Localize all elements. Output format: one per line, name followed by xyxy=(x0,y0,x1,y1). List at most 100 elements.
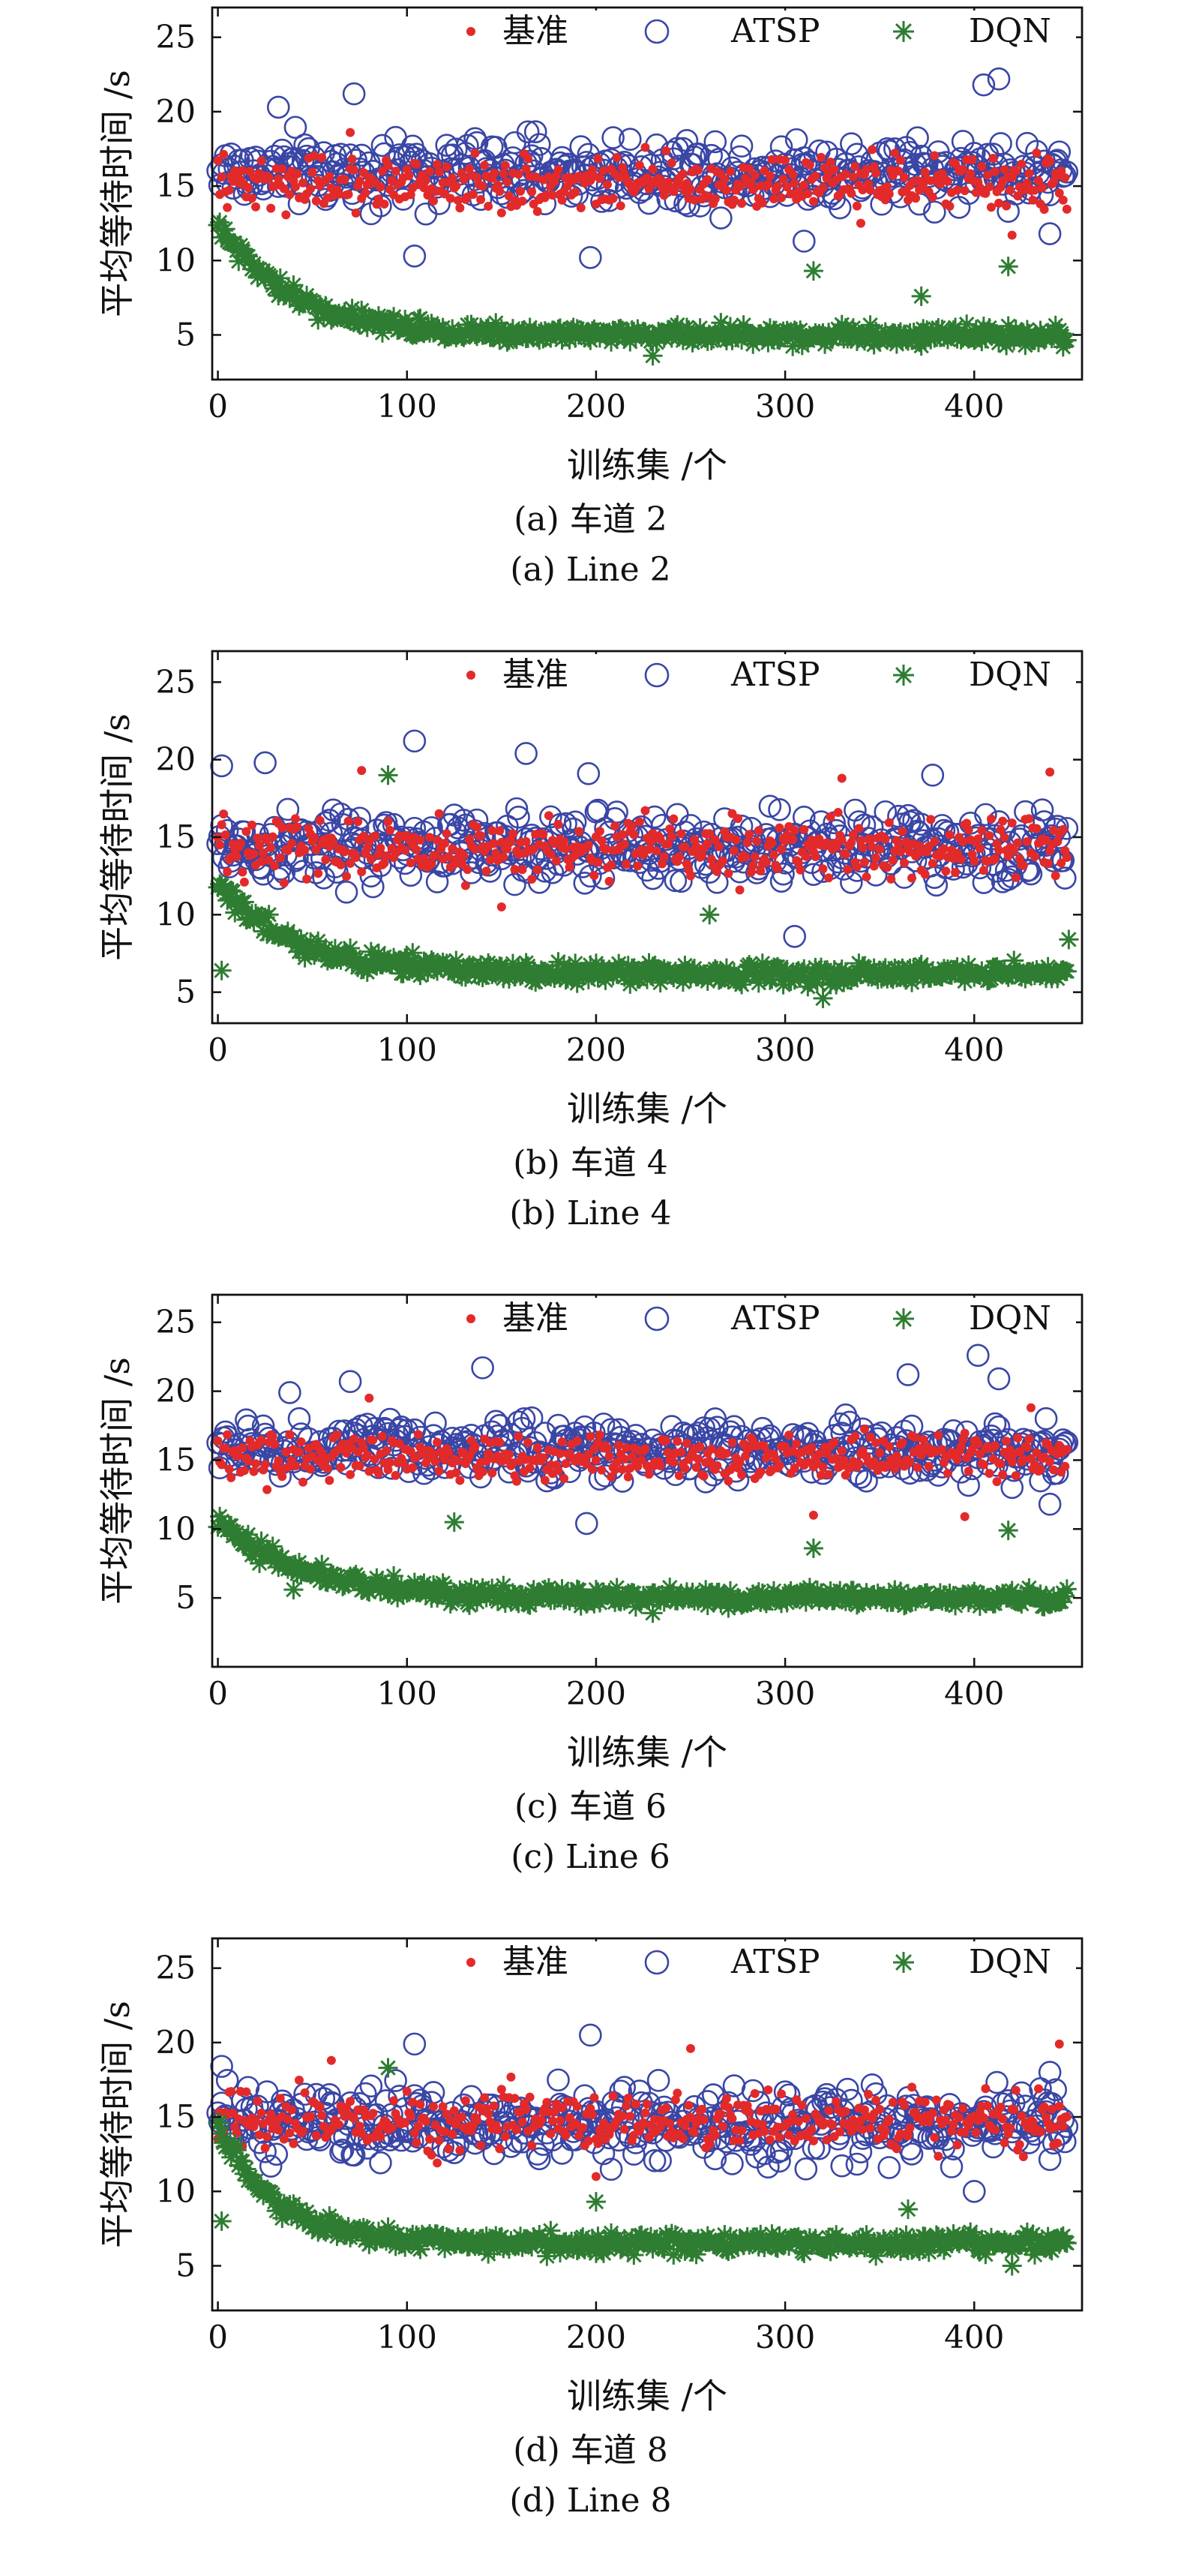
dqn-point xyxy=(1059,929,1078,949)
x-tick-label: 200 xyxy=(566,388,626,425)
baseline-point xyxy=(613,153,622,162)
y-axis-label: 平均等待时间 /s xyxy=(97,70,137,317)
baseline-point xyxy=(266,204,275,213)
baseline-point xyxy=(838,773,847,782)
baseline-point xyxy=(718,857,727,866)
baseline-point xyxy=(625,2112,634,2121)
baseline-point xyxy=(490,2101,499,2110)
baseline-point xyxy=(349,165,358,174)
baseline-point xyxy=(697,851,706,860)
chart-caption-cn: (a) 车道 2 xyxy=(0,492,1181,540)
baseline-point xyxy=(850,162,859,171)
baseline-point xyxy=(244,183,253,192)
baseline-point xyxy=(459,851,468,860)
baseline-point xyxy=(277,1472,286,1481)
baseline-point xyxy=(291,814,300,823)
legend-baseline-marker xyxy=(466,27,475,36)
y-tick-label: 25 xyxy=(156,663,196,700)
baseline-point xyxy=(599,166,608,175)
x-tick-label: 300 xyxy=(755,1675,815,1712)
baseline-point xyxy=(573,2102,582,2111)
baseline-point xyxy=(544,811,553,820)
baseline-point xyxy=(883,863,892,872)
baseline-point xyxy=(499,169,508,178)
baseline-point xyxy=(977,826,986,835)
baseline-point xyxy=(592,1455,601,1464)
baseline-point xyxy=(562,2131,571,2140)
baseline-point xyxy=(779,175,788,184)
baseline-point xyxy=(391,167,400,176)
baseline-point xyxy=(762,858,771,867)
baseline-point xyxy=(295,2076,304,2085)
legend-dqn-label: DQN xyxy=(969,12,1051,50)
baseline-point xyxy=(459,175,468,184)
baseline-point xyxy=(538,830,547,839)
baseline-point xyxy=(1045,767,1054,776)
baseline-point xyxy=(412,845,421,854)
baseline-point xyxy=(1024,169,1033,178)
dqn-point xyxy=(643,346,663,365)
baseline-point xyxy=(344,817,353,826)
baseline-point xyxy=(325,1476,334,1485)
baseline-point xyxy=(733,814,742,823)
baseline-point xyxy=(926,815,935,824)
baseline-point xyxy=(480,161,489,170)
x-tick-label: 0 xyxy=(208,388,228,425)
baseline-point xyxy=(943,1469,952,1478)
baseline-point xyxy=(253,2097,262,2106)
baseline-point xyxy=(790,179,799,188)
baseline-point xyxy=(943,177,952,186)
dqn-point xyxy=(1057,962,1077,981)
baseline-point xyxy=(1051,871,1060,880)
baseline-point xyxy=(811,172,820,181)
baseline-point xyxy=(885,818,894,827)
x-tick-label: 0 xyxy=(208,1675,228,1712)
baseline-point xyxy=(1044,859,1053,868)
baseline-point xyxy=(680,1464,689,1473)
baseline-point xyxy=(559,837,568,846)
baseline-point xyxy=(427,859,436,868)
baseline-point xyxy=(523,1438,532,1447)
baseline-point xyxy=(433,160,442,169)
baseline-point xyxy=(461,881,470,890)
baseline-point xyxy=(885,190,894,199)
baseline-point xyxy=(667,832,676,841)
baseline-point xyxy=(526,2093,535,2102)
legend-dqn-label: DQN xyxy=(969,656,1051,694)
baseline-point xyxy=(440,839,449,848)
baseline-point xyxy=(756,1467,765,1476)
baseline-point xyxy=(1023,837,1032,846)
legend-dqn-marker xyxy=(893,21,914,42)
baseline-point xyxy=(966,169,975,178)
baseline-point xyxy=(400,846,409,855)
baseline-point xyxy=(886,875,895,884)
baseline-point xyxy=(240,1466,249,1475)
baseline-point xyxy=(376,843,385,852)
baseline-point xyxy=(991,1441,1000,1450)
baseline-point xyxy=(624,2094,633,2103)
baseline-point xyxy=(352,853,361,862)
y-tick-label: 10 xyxy=(156,896,196,932)
baseline-point xyxy=(558,196,567,205)
baseline-point xyxy=(1032,824,1041,833)
baseline-point xyxy=(219,150,228,159)
baseline-point xyxy=(306,1465,315,1474)
baseline-point xyxy=(262,1485,271,1494)
baseline-point xyxy=(707,1445,716,1454)
baseline-point xyxy=(522,2105,531,2114)
baseline-point xyxy=(364,1467,373,1476)
baseline-point xyxy=(506,2073,515,2082)
baseline-point xyxy=(384,817,393,826)
baseline-point xyxy=(964,825,973,834)
baseline-point xyxy=(232,852,241,861)
baseline-point xyxy=(306,2112,315,2121)
baseline-point xyxy=(310,152,319,161)
y-tick-label: 10 xyxy=(156,242,196,278)
baseline-point xyxy=(784,1431,793,1440)
baseline-point xyxy=(565,863,574,872)
baseline-point xyxy=(763,180,772,189)
baseline-point xyxy=(251,1459,260,1468)
baseline-point xyxy=(805,161,814,170)
baseline-point xyxy=(667,158,676,167)
